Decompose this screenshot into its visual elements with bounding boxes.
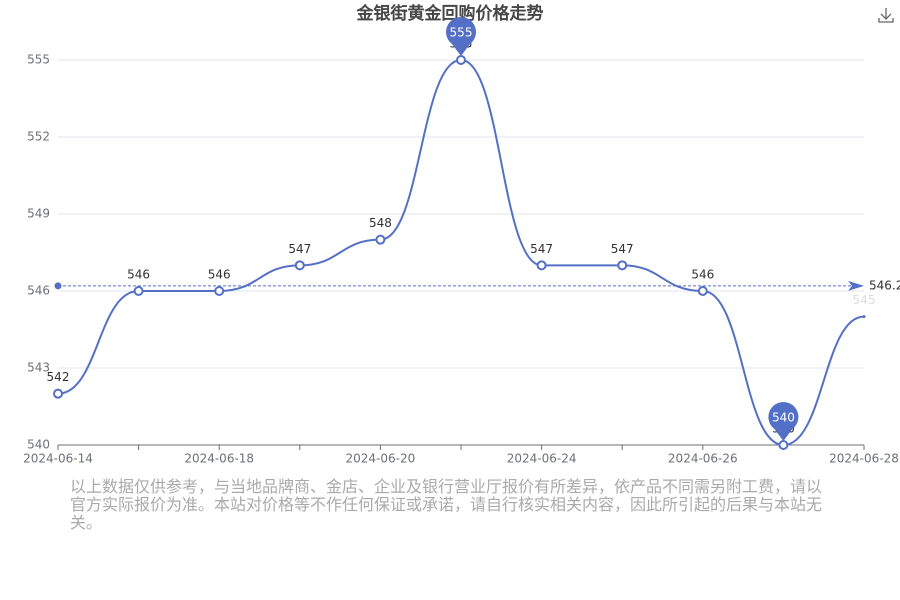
x-tick-label: 2024-06-28 [829, 452, 899, 466]
point [456, 55, 466, 65]
mark-pin [446, 17, 477, 56]
point [294, 260, 305, 271]
data-label: 548 [369, 216, 392, 230]
data-label: 546 [127, 268, 150, 282]
mark-label: 555 [450, 26, 473, 40]
point [375, 234, 386, 245]
point [536, 260, 547, 271]
y-tick-label: 546 [27, 284, 50, 298]
mark-pin [768, 402, 799, 441]
y-tick-label: 543 [27, 361, 50, 375]
point [862, 315, 866, 319]
average-arrow [848, 280, 864, 291]
y-tick-label: 540 [27, 438, 50, 452]
chart-title: 金银街黄金回购价格走势 [356, 3, 544, 24]
x-tick-label: 2024-06-18 [184, 452, 254, 466]
point [53, 388, 63, 399]
data-label: 545 [853, 293, 876, 307]
point [778, 440, 789, 450]
data-label: 546 [208, 268, 231, 282]
y-tick-label: 555 [27, 53, 50, 67]
average-label: 546.2 [869, 278, 900, 292]
average-start [54, 282, 62, 290]
mark-label: 540 [772, 411, 795, 425]
y-tick-label: 549 [27, 207, 50, 221]
point [214, 286, 225, 296]
y-tick-label: 552 [27, 130, 50, 144]
x-tick-label: 2024-06-24 [507, 452, 577, 466]
data-label: 547 [611, 242, 634, 256]
x-tick-label: 2024-06-20 [346, 452, 416, 466]
footnote: 以上数据仅供参考，与当地品牌商、金店、企业及银行营业厅报价有所差异，依产品不同需… [70, 477, 823, 532]
data-label: 547 [288, 242, 311, 256]
data-label: 547 [530, 242, 553, 256]
price-line [57, 58, 865, 447]
data-label: 546 [691, 268, 714, 282]
x-tick-label: 2024-06-26 [668, 452, 738, 466]
point [133, 286, 144, 296]
x-tick-label: 2024-06-14 [23, 452, 93, 466]
point [617, 260, 628, 271]
point [697, 286, 708, 296]
data-label: 542 [47, 370, 70, 384]
download-icon[interactable] [878, 8, 894, 23]
